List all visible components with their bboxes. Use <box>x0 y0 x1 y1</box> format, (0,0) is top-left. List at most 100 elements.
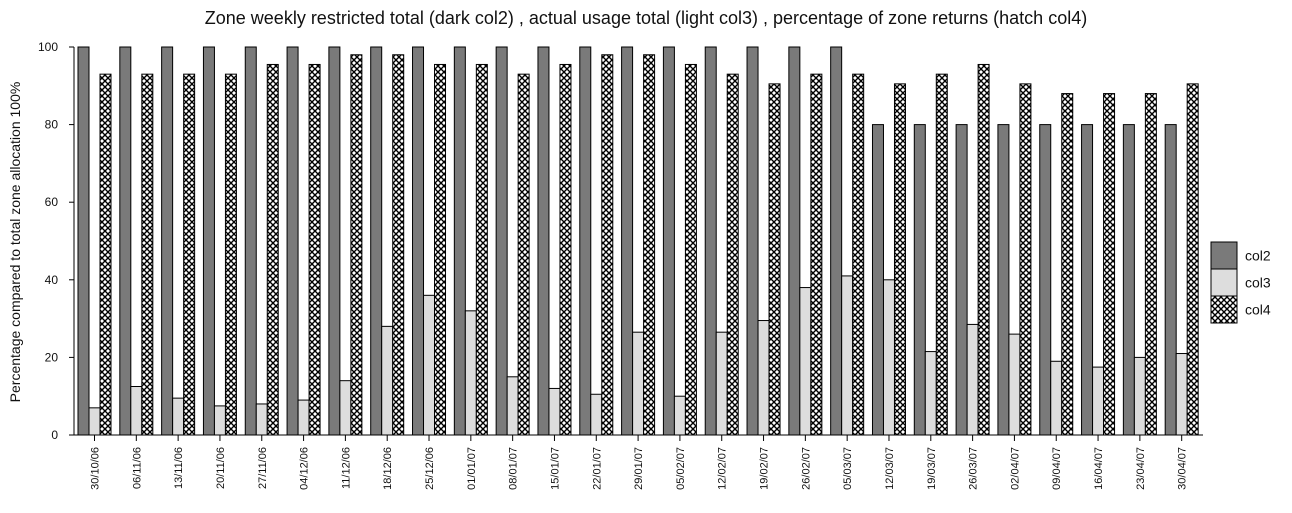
bar-col3 <box>506 376 519 436</box>
bar-col3 <box>1175 353 1188 436</box>
bar-col3 <box>130 386 143 436</box>
x-tick-label: 12/02/07 <box>717 447 729 490</box>
bar-col4 <box>266 63 279 436</box>
bar-col3 <box>213 405 226 436</box>
bar-col4 <box>183 73 196 436</box>
bar-col2 <box>161 46 174 436</box>
legend-swatch-col4 <box>1210 295 1238 324</box>
bar-col3 <box>255 403 268 436</box>
bar-col4 <box>601 54 614 436</box>
bar-col2 <box>871 124 884 436</box>
x-tick-label: 16/04/07 <box>1093 447 1105 490</box>
bar-col2 <box>537 46 550 436</box>
bar-col4 <box>99 73 112 436</box>
y-tick-label: 40 <box>45 273 59 287</box>
bar-col3 <box>841 275 854 436</box>
bar-col2 <box>1164 124 1177 436</box>
bar-col2 <box>370 46 383 436</box>
bar-col3 <box>673 395 686 436</box>
bar-col3 <box>297 399 310 436</box>
bar-col3 <box>590 393 603 436</box>
bar-col2 <box>704 46 717 436</box>
x-tick-label: 29/01/07 <box>633 447 645 490</box>
bar-col4 <box>224 73 237 436</box>
legend-label-col3: col3 <box>1245 275 1271 291</box>
bar-col4 <box>893 83 906 436</box>
bar-col4 <box>726 73 739 436</box>
x-tick-label: 27/11/06 <box>257 447 269 489</box>
bar-col2 <box>495 46 508 436</box>
bar-col4 <box>1186 83 1199 436</box>
y-axis-label: Percentage compared to total zone alloca… <box>7 82 23 403</box>
legend: col2 col3 col4 <box>1210 241 1271 324</box>
bar-col2 <box>286 46 299 436</box>
y-tick-label: 20 <box>45 350 59 364</box>
x-tick-label: 19/03/07 <box>926 447 938 490</box>
x-tick-label: 23/04/07 <box>1135 447 1147 490</box>
bar-col4 <box>810 73 823 436</box>
x-tick-label: 30/04/07 <box>1177 447 1189 490</box>
bar-col4 <box>935 73 948 436</box>
bar-col4 <box>350 54 363 436</box>
x-tick-label: 15/01/07 <box>549 447 561 490</box>
bar-col4 <box>684 63 697 436</box>
bar-col2 <box>77 46 90 436</box>
bar-col3 <box>381 325 394 436</box>
x-tick-label: 02/04/07 <box>1009 447 1021 490</box>
bar-col3 <box>757 320 770 436</box>
x-tick-label: 06/11/06 <box>131 447 143 489</box>
bar-col4 <box>768 83 781 436</box>
bar-col2 <box>621 46 634 436</box>
bar-col4 <box>852 73 865 436</box>
bar-col2 <box>830 46 843 436</box>
bar-col2 <box>955 124 968 436</box>
x-tick-label: 05/03/07 <box>842 447 854 490</box>
x-tick-label: 20/11/06 <box>215 447 227 489</box>
bar-col3 <box>1092 366 1105 436</box>
bar-col3 <box>799 287 812 436</box>
x-tick-label: 26/03/07 <box>968 447 980 490</box>
bar-col3 <box>172 397 185 436</box>
bar-col4 <box>308 63 321 436</box>
bar-col2 <box>453 46 466 436</box>
x-tick-label: 01/01/07 <box>466 447 478 490</box>
bar-col3 <box>1050 360 1063 436</box>
y-tick-label: 60 <box>45 195 59 209</box>
bar-col3 <box>548 387 561 436</box>
bar-col3 <box>715 331 728 436</box>
x-tick-label: 11/12/06 <box>340 447 352 489</box>
x-tick-label: 04/12/06 <box>299 447 311 490</box>
y-tick-label: 100 <box>38 40 58 54</box>
bar-col4 <box>977 63 990 436</box>
x-tick-label: 25/12/06 <box>424 447 436 490</box>
bar-col2 <box>328 46 341 436</box>
x-tick-label: 18/12/06 <box>382 447 394 490</box>
legend-swatch-col2 <box>1210 241 1238 270</box>
bar-col4 <box>434 63 447 436</box>
bar-col4 <box>141 73 154 436</box>
bar-col3 <box>1008 333 1021 436</box>
x-axis: 30/10/06 06/11/06 13/11/06 20/11/06 27/11/06… <box>74 434 1203 490</box>
bar-col2 <box>1081 124 1094 436</box>
bar-col4 <box>517 73 530 436</box>
bar-col3 <box>88 407 101 436</box>
bar-col3 <box>966 323 979 436</box>
x-tick-label: 09/04/07 <box>1051 447 1063 490</box>
bar-col3 <box>464 310 477 436</box>
bar-col4 <box>1103 93 1116 436</box>
y-tick-label: 80 <box>45 118 59 132</box>
bar-col2 <box>119 46 132 436</box>
bar-col2 <box>1122 124 1135 436</box>
bar-col2 <box>244 46 257 436</box>
bar-col2 <box>913 124 926 436</box>
bar-col3 <box>1133 356 1146 436</box>
bar-col4 <box>1144 93 1157 436</box>
bar-col2 <box>788 46 801 436</box>
legend-label-col4: col4 <box>1245 302 1271 318</box>
bar-col4 <box>475 63 488 436</box>
x-tick-label: 26/02/07 <box>800 447 812 490</box>
bar-col3 <box>339 380 352 436</box>
bar-col2 <box>997 124 1010 436</box>
x-tick-label: 19/02/07 <box>759 447 771 490</box>
